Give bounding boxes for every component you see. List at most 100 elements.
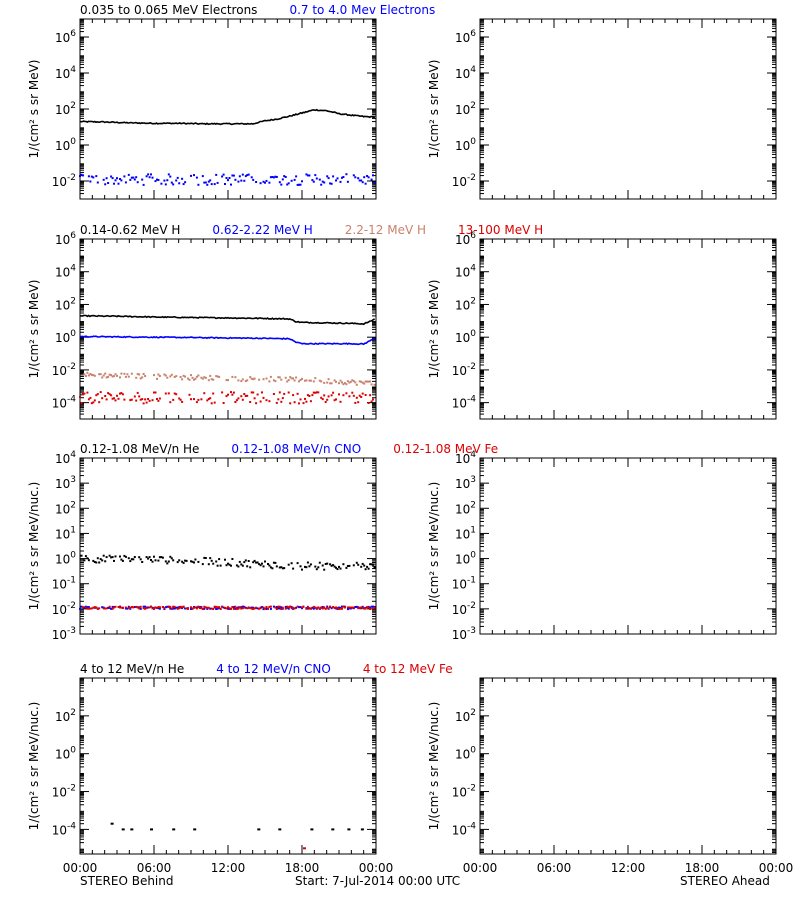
data-point [338, 606, 340, 609]
data-point [93, 606, 96, 609]
data-point [237, 607, 240, 610]
series-0-62-2-22-mev-h [79, 335, 376, 346]
data-point [321, 398, 324, 401]
data-point [290, 179, 293, 182]
x-tick-label: 00:00 [759, 861, 794, 875]
data-point [209, 557, 212, 560]
data-point [191, 607, 194, 610]
y-tick-label: 104 [55, 264, 76, 280]
data-point [110, 822, 114, 825]
data-point [329, 382, 332, 385]
data-point [89, 180, 92, 183]
data-point [136, 606, 139, 609]
data-point [341, 607, 343, 610]
y-axis-title: 1/(cm² s sr MeV/nuc.) [27, 702, 41, 831]
plot-frame [79, 18, 377, 200]
data-point [278, 828, 282, 831]
data-point [275, 176, 278, 178]
data-point [164, 560, 167, 563]
data-point [82, 606, 84, 609]
data-point [170, 607, 173, 610]
data-point [284, 607, 287, 610]
data-point [268, 400, 271, 403]
y-tick-label: 10-4 [452, 395, 477, 411]
data-point [315, 391, 318, 394]
data-point [252, 378, 255, 381]
data-point [181, 177, 184, 180]
data-point [216, 606, 219, 609]
data-point [324, 607, 327, 610]
data-point [264, 560, 266, 563]
data-point [367, 176, 370, 179]
data-point [309, 563, 312, 566]
data-point [132, 558, 135, 561]
data-point [238, 560, 241, 563]
data-point [101, 376, 104, 379]
data-point [153, 391, 155, 394]
data-point [250, 391, 253, 394]
data-point [360, 565, 363, 568]
data-point [139, 605, 142, 608]
data-point [342, 394, 345, 397]
data-point [215, 173, 218, 176]
data-point [154, 606, 157, 609]
data-point [256, 561, 259, 564]
data-point [203, 181, 206, 184]
data-point [179, 605, 182, 608]
data-point [157, 607, 160, 610]
data-point [332, 564, 335, 567]
data-point [369, 380, 372, 383]
data-point [228, 177, 231, 179]
data-point [222, 606, 225, 609]
data-point [302, 605, 305, 608]
data-point [225, 395, 228, 398]
data-point [225, 177, 228, 179]
data-point [84, 555, 87, 558]
data-point [139, 607, 142, 610]
data-point [312, 605, 315, 608]
data-point [84, 606, 87, 609]
data-point [124, 555, 127, 558]
data-point [114, 605, 117, 608]
data-point [268, 380, 271, 383]
data-point [111, 375, 114, 378]
data-point [119, 392, 121, 395]
data-point [277, 398, 280, 401]
data-point [232, 174, 235, 177]
data-point [216, 607, 219, 610]
y-tick-label: 106 [55, 29, 76, 45]
data-point [327, 395, 330, 398]
data-point [357, 177, 360, 180]
data-point [213, 183, 216, 186]
data-point [210, 183, 213, 186]
data-point [327, 378, 330, 381]
data-point [139, 398, 142, 401]
data-point [347, 828, 351, 831]
data-point [133, 395, 136, 398]
data-point [357, 563, 360, 566]
data-point [193, 398, 195, 401]
data-point [335, 179, 337, 182]
data-point [271, 176, 274, 178]
data-point [212, 608, 215, 610]
data-point [244, 395, 247, 397]
data-point [309, 379, 312, 382]
data-point [369, 606, 372, 609]
data-point [151, 560, 154, 563]
data-point [308, 174, 311, 177]
data-point [352, 606, 355, 609]
x-tick-label: 06:00 [537, 861, 572, 875]
data-point [261, 606, 263, 609]
data-point [258, 563, 261, 566]
data-point [154, 559, 157, 562]
legend-entry: 0.7 to 4.0 Mev Electrons [289, 3, 435, 17]
data-point [358, 607, 361, 610]
data-point [343, 606, 346, 609]
data-point [99, 373, 102, 376]
data-point [86, 371, 89, 374]
data-point [224, 606, 226, 609]
data-point [373, 182, 376, 185]
y-tick-label: 102 [55, 101, 76, 117]
data-point [342, 383, 345, 386]
